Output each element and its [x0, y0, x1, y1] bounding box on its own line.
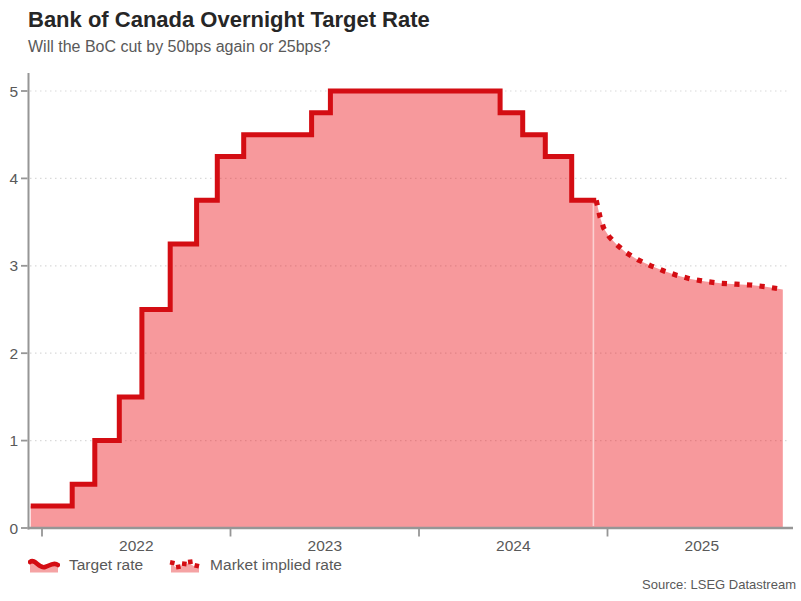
legend-item-target-rate[interactable]: Target rate: [28, 556, 143, 574]
y-tick-label: 4: [9, 170, 18, 187]
y-tick-label: 0: [9, 520, 18, 537]
y-tick-label: 3: [9, 257, 18, 274]
x-tick-label: 2023: [308, 537, 342, 554]
target-rate-line-icon: [28, 556, 60, 574]
source-note: Source: LSEG Datastream: [642, 577, 796, 592]
rate-chart: 0 1 2 3 4 5 2022 2023 2024 2025: [0, 0, 801, 601]
y-tick-label: 1: [9, 432, 18, 449]
y-tick-label: 2: [9, 345, 18, 362]
legend-label: Market implied rate: [210, 556, 342, 574]
y-tick-label: 5: [9, 83, 18, 100]
market-implied-dotted-icon: [169, 556, 201, 574]
x-tick-label: 2024: [496, 537, 531, 554]
legend: Target rate Market implied rate: [28, 556, 342, 574]
x-tick-label: 2022: [119, 537, 153, 554]
legend-item-market-implied-rate[interactable]: Market implied rate: [169, 556, 342, 574]
legend-label: Target rate: [69, 556, 143, 574]
x-tick-label: 2025: [685, 537, 719, 554]
